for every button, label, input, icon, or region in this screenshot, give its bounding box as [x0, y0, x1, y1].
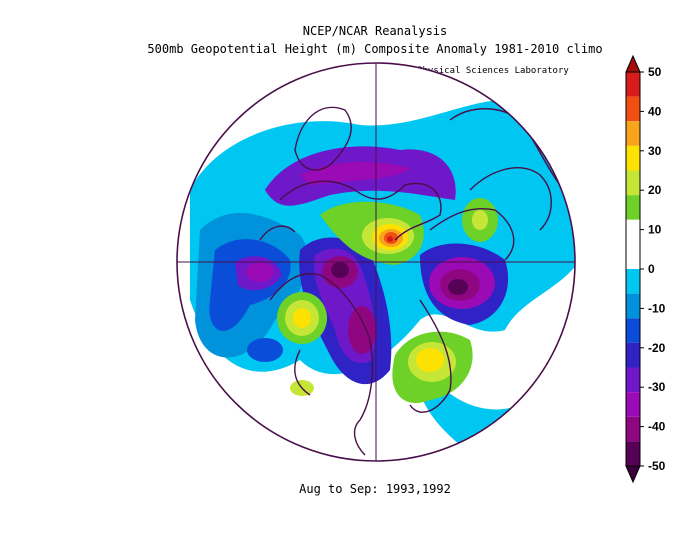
colorbar-swatch: [626, 293, 640, 319]
colorbar-ticks: 50 40 30 20 10 0 -10 -20 -30 -40 -50: [640, 65, 666, 473]
colorbar-tick-label: 40: [648, 104, 662, 118]
colorbar-tick-label: -30: [648, 380, 666, 394]
colorbar-swatch: [626, 145, 640, 171]
colorbar-swatch: [626, 195, 640, 220]
time-period-label: Aug to Sep: 1993,1992: [299, 482, 451, 496]
colorbar-swatch: [626, 96, 640, 122]
colorbar-swatch: [626, 121, 640, 146]
anomaly-field: [177, 63, 575, 461]
colorbar-swatch: [626, 342, 640, 368]
colorbar-swatch: [626, 392, 640, 417]
colorbar-tick-label: -20: [648, 341, 666, 355]
neg-central-core: [331, 262, 349, 278]
colorbar-tick-label: -10: [648, 301, 666, 315]
map-border: [176, 62, 576, 462]
colorbar: 50 40 30 20 10 0 -10 -20 -30 -40 -50: [625, 54, 666, 484]
colorbar-swatch: [626, 170, 640, 196]
colorbar-swatch: [626, 318, 640, 343]
neg-arctic-core: [300, 161, 410, 185]
colorbar-tick-label: 50: [648, 65, 662, 79]
colorbar-swatch: [626, 441, 640, 466]
pos-arctic-50: [387, 236, 393, 242]
colorbar-tick-label: 20: [648, 183, 662, 197]
colorbar-swatch: [626, 72, 640, 97]
colorbar-tick-label: 30: [648, 144, 662, 158]
colorbar-swatch: [626, 219, 640, 245]
neg-central-south: [348, 306, 376, 354]
chart-title: NCEP/NCAR Reanalysis: [302, 24, 448, 38]
neg-east-core: [448, 279, 468, 295]
neg-core-sw: [247, 338, 283, 362]
neg-core-west: [246, 262, 274, 282]
colorbar-fill: [625, 54, 641, 484]
colorbar-min-arrow: [625, 465, 641, 484]
pos-west-20: [293, 308, 311, 328]
chart-subtitle: 500mb Geopotential Height (m) Composite …: [147, 42, 603, 56]
colorbar-swatch: [626, 244, 640, 269]
colorbar-tick-label: -50: [648, 459, 666, 473]
pos-eurasia-15: [472, 210, 488, 230]
pos-atlantic-20: [416, 348, 444, 372]
colorbar-max-arrow: [625, 54, 641, 73]
colorbar-swatch: [626, 367, 640, 393]
source-label: NOAA Physical Sciences Laboratory: [390, 66, 569, 76]
colorbar-tick-label: -40: [648, 420, 666, 434]
colorbar-swatch: [626, 269, 640, 294]
colorbar-swatch: [626, 416, 640, 442]
colorbar-tick-label: 10: [648, 223, 662, 237]
colorbar-tick-label: 0: [648, 262, 655, 276]
